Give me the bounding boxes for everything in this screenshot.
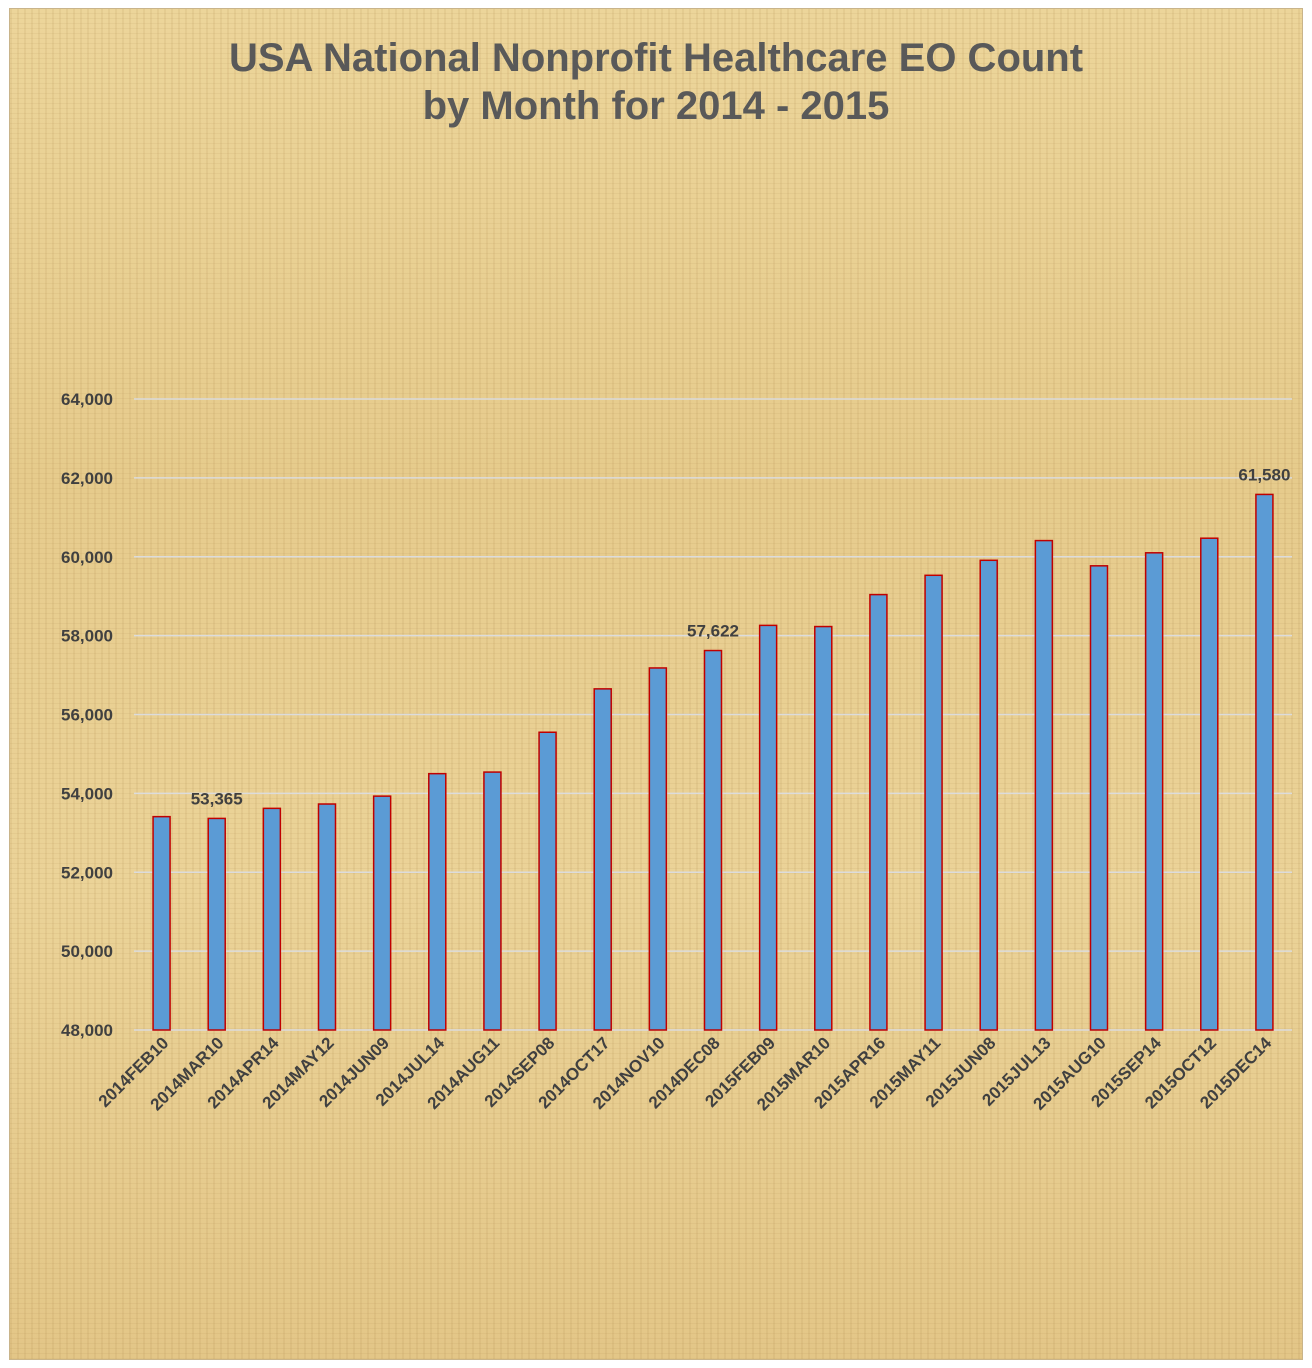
bar	[924, 574, 943, 1031]
bar	[703, 649, 723, 1031]
chart-title-line-1: USA National Nonprofit Healthcare EO Cou…	[228, 36, 1084, 80]
y-tick-label: 62,000	[61, 469, 113, 488]
bar	[979, 559, 998, 1031]
bar	[483, 771, 502, 1031]
bar	[1144, 552, 1164, 1031]
bar	[648, 667, 668, 1031]
bar	[869, 593, 888, 1031]
bar	[593, 688, 612, 1031]
bar	[1034, 539, 1054, 1031]
bars	[152, 493, 1274, 1031]
bar	[1200, 537, 1219, 1031]
y-axis-tick-labels: 48,000 50,000 52,000 54,000 56,000 58,000 60,0…	[61, 390, 113, 1040]
bar	[1255, 493, 1274, 1031]
bar	[758, 624, 778, 1031]
y-tick-label: 50,000	[61, 942, 113, 961]
y-tick-label: 52,000	[61, 863, 113, 882]
data-label: 61,580	[1238, 465, 1290, 484]
chart-title-line-2: by Month for 2014 - 2015	[422, 84, 890, 128]
y-tick-label: 58,000	[61, 627, 113, 646]
x-axis-tick-labels: 2014FEB102014MAR102014APR142014MAY122014…	[95, 1033, 1276, 1114]
y-tick-label: 48,000	[61, 1021, 113, 1040]
bar	[152, 815, 171, 1031]
data-labels: 53,365 57,622 61,580	[191, 465, 1291, 808]
bar	[428, 772, 447, 1031]
bar	[814, 625, 833, 1031]
bar	[538, 731, 557, 1031]
bar	[1089, 565, 1109, 1031]
chart-title: USA National Nonprofit Healthcare EO Cou…	[0, 34, 1312, 130]
bar	[207, 817, 226, 1031]
data-label: 53,365	[191, 789, 243, 808]
bar	[372, 795, 392, 1031]
data-label: 57,622	[687, 622, 739, 641]
bar	[317, 803, 337, 1031]
bar	[262, 807, 282, 1031]
y-tick-label: 54,000	[61, 784, 113, 803]
y-tick-label: 56,000	[61, 706, 113, 725]
y-tick-label: 60,000	[61, 548, 113, 567]
y-tick-label: 64,000	[61, 390, 113, 409]
